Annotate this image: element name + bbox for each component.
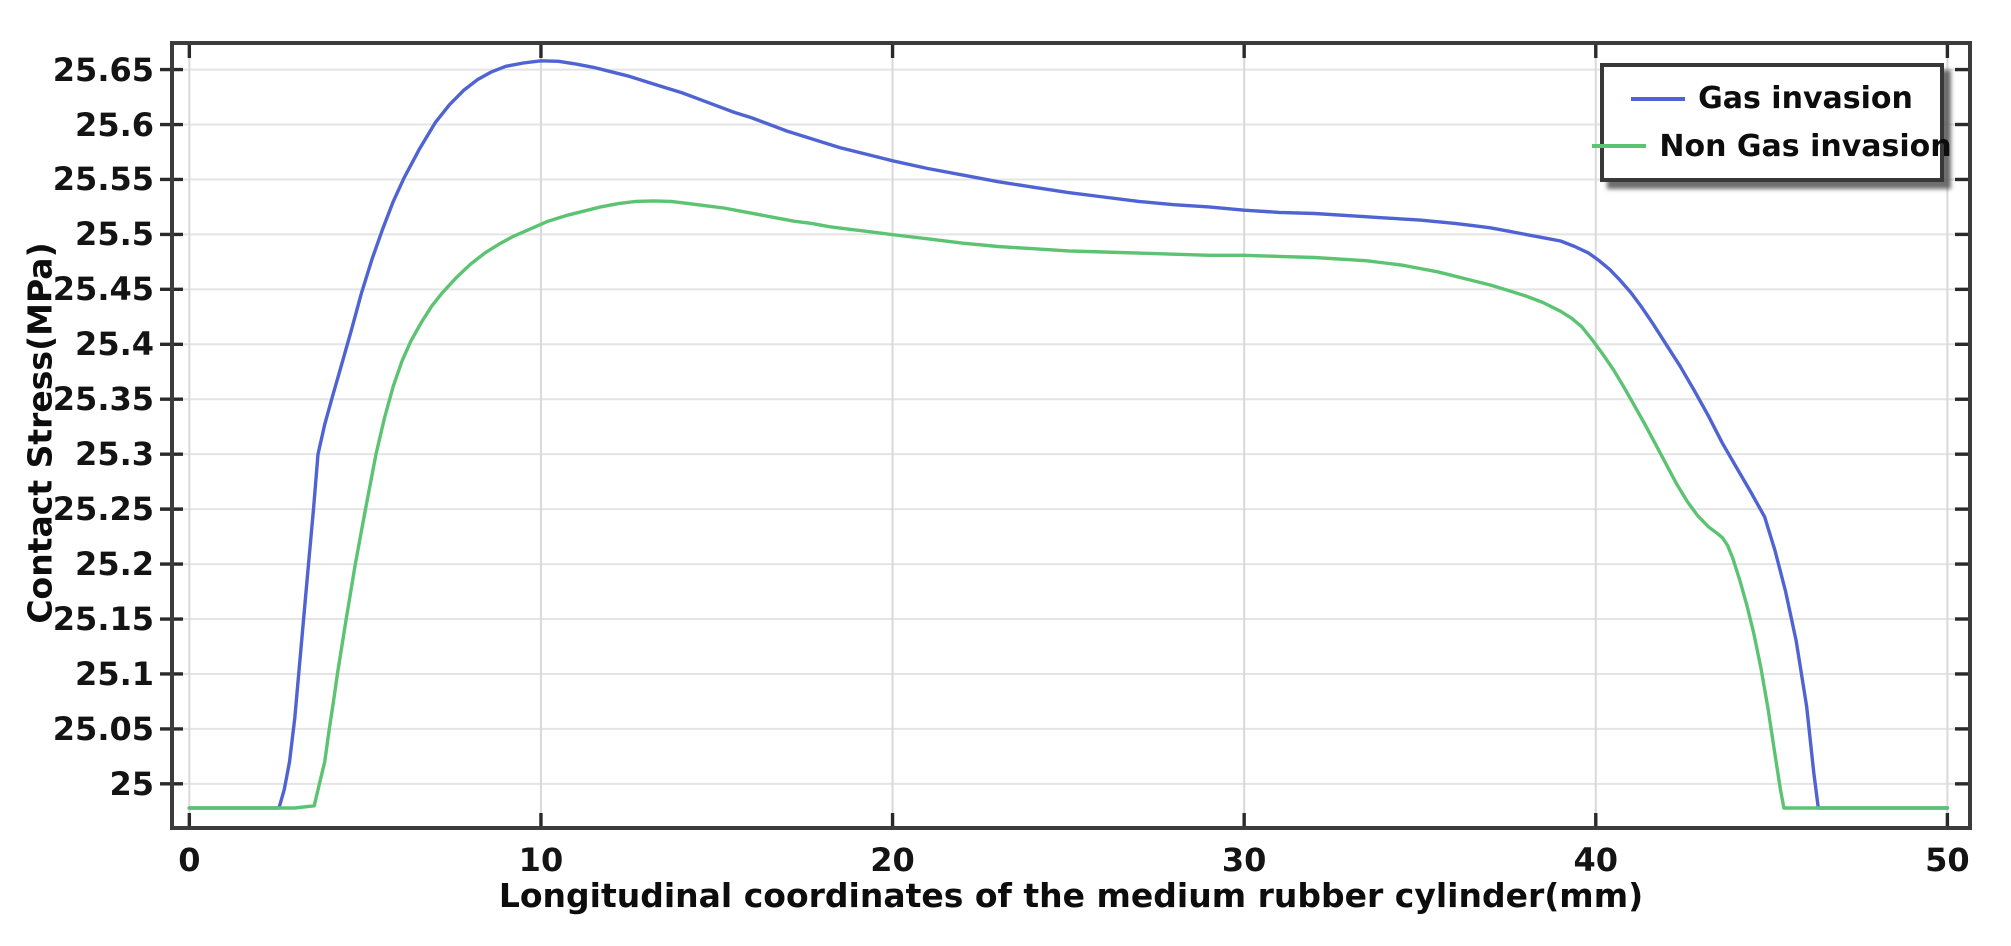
x-axis-title: Longitudinal coordinates of the medium r…: [498, 876, 1644, 915]
plot-frame: [170, 41, 1972, 830]
y-tick-label: 25.1: [75, 654, 154, 693]
x-tick-label: 20: [870, 841, 915, 879]
x-tick-label: 10: [518, 841, 564, 879]
legend: Gas invasion Non Gas invasion: [1592, 63, 1952, 182]
y-tick-label: 25.6: [75, 105, 154, 144]
y-tick-label: 25.45: [52, 270, 154, 309]
y-tick-label: 25.35: [52, 380, 154, 419]
y-tick-label: 25.3: [75, 435, 154, 474]
y-tick-label: 25.55: [52, 160, 154, 199]
x-tick-label: 50: [1925, 841, 1970, 879]
y-tick-label: 25.4: [75, 325, 154, 364]
y-tick-label: 25.15: [52, 600, 154, 638]
legend-entry-non-gas-invasion: Non Gas invasion: [1592, 129, 1952, 164]
y-tick-label: 25.2: [75, 545, 154, 584]
legend-line-sample-green: [1592, 144, 1647, 149]
y-tick-label: 25.25: [52, 490, 154, 529]
legend-label: Gas invasion: [1698, 81, 1913, 117]
y-tick-label: 25.5: [75, 215, 154, 254]
legend-line-sample-blue: [1631, 96, 1686, 101]
x-tick-label: 30: [1221, 841, 1267, 879]
legend-label: Non Gas invasion: [1659, 128, 1952, 164]
legend-entry-gas-invasion: Gas invasion: [1610, 81, 1934, 116]
x-tick-label: 0: [178, 841, 201, 879]
series-line-gas-invasion: [187, 59, 1950, 810]
series-line-non-gas-invasion: [187, 199, 1950, 810]
y-axis-title: Contact Stress(MPa): [20, 242, 60, 624]
y-tick-label: 25.65: [52, 50, 154, 89]
x-tick-label: 40: [1573, 841, 1619, 879]
y-tick-label: 25: [109, 764, 154, 803]
y-tick-label: 25.05: [52, 709, 154, 748]
